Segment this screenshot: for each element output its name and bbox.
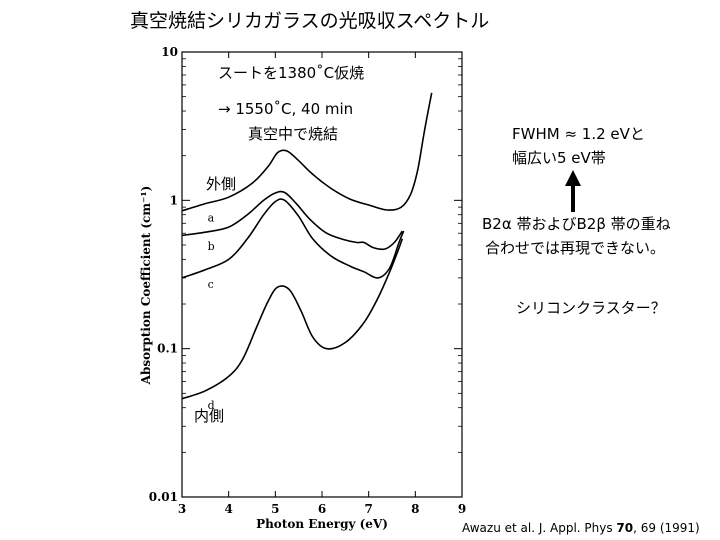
note-outer: 外側: [206, 175, 237, 193]
note-silicon-cluster: シリコンクラスター？: [516, 299, 666, 317]
note-vacuum: 真空中で焼結: [248, 125, 339, 143]
citation: Awazu et al. J. Appl. Phys 70, 69 (1991): [462, 521, 700, 535]
slide-title: 真空焼結シリカガラスの光吸収スペクトル: [130, 10, 490, 32]
x-tick-label: 9: [458, 502, 466, 516]
note-b2-1: B2α 帯およびB2β 帯の重ね: [482, 215, 671, 233]
series-label-b: b: [208, 240, 215, 253]
note-soot: スートを1380˚C仮焼: [218, 64, 365, 82]
citation-volume: 70: [616, 521, 634, 535]
series-label-c: c: [208, 278, 214, 291]
x-tick-label: 8: [411, 502, 419, 516]
x-tick-label: 3: [178, 502, 186, 516]
note-sinter-condition: → 1550˚C, 40 min: [218, 100, 354, 118]
citation-suffix: , 69 (1991): [633, 521, 700, 535]
y-axis-label: Absorption Coefficient (cm⁻¹): [139, 186, 153, 386]
series-line-a: [181, 92, 433, 212]
x-tick-label: 7: [364, 502, 372, 516]
x-tick-label: 6: [318, 502, 326, 516]
citation-prefix: Awazu et al. J. Appl. Phys: [462, 521, 617, 535]
series-labels: a b c d: [208, 212, 215, 412]
y-tick-label: 0.1: [157, 342, 178, 356]
series-line-c: [181, 198, 405, 279]
y-tick-label: 10: [161, 45, 178, 59]
note-inner: 内側: [194, 407, 225, 425]
note-fwhm-1: FWHM ≈ 1.2 eVと: [512, 125, 645, 143]
series-line-d: [181, 238, 404, 400]
y-tick-label: 0.01: [149, 490, 178, 504]
series-label-d: d: [208, 399, 215, 412]
note-fwhm-2: 幅広い5 eV帯: [512, 149, 606, 167]
spectra-series: [181, 92, 433, 400]
axis-ticks: 3 4 5 6 7 8 9 0.01 0.1 1 10: [149, 45, 466, 516]
x-axis-label: Photon Energy (eV): [256, 517, 388, 531]
x-tick-label: 4: [224, 502, 232, 516]
y-tick-label: 1: [170, 193, 178, 207]
series-label-a: a: [208, 212, 215, 225]
series-line-b: [181, 190, 403, 251]
note-b2-2: 合わせでは再現できない。: [485, 239, 666, 257]
up-arrow-icon: [565, 170, 581, 212]
x-tick-label: 5: [271, 502, 279, 516]
